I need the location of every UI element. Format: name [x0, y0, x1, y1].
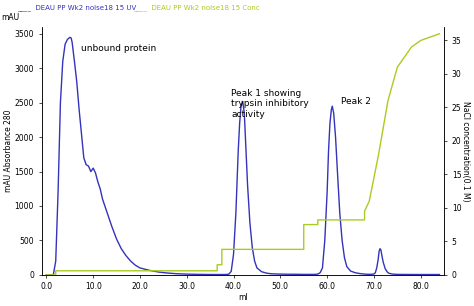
Text: unbound protein: unbound protein [82, 44, 157, 53]
Text: ____  DEAU PP Wk2 noise18 15 UV: ____ DEAU PP Wk2 noise18 15 UV [17, 5, 136, 11]
X-axis label: ml: ml [238, 293, 248, 302]
Y-axis label: NaCl concentration(0.1 M): NaCl concentration(0.1 M) [461, 101, 470, 201]
Text: mAU: mAU [1, 13, 19, 22]
Y-axis label: mAU Absorbance 280: mAU Absorbance 280 [4, 110, 13, 192]
Text: Peak 2: Peak 2 [341, 97, 371, 106]
Text: ____  DEAU PP Wk2 noise18 15 Conc: ____ DEAU PP Wk2 noise18 15 Conc [133, 5, 259, 11]
Text: Peak 1 showing
trypsin inhibitory
activity: Peak 1 showing trypsin inhibitory activi… [231, 89, 309, 119]
